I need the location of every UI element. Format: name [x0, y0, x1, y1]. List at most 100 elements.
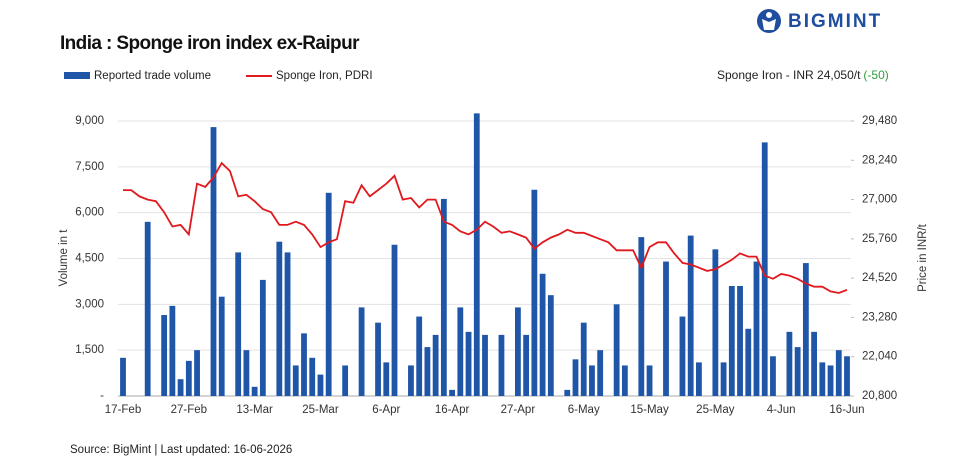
logo-text: BIGMINT	[788, 11, 882, 32]
y-axis-label: Volume in t	[58, 229, 70, 287]
y2-tick-label: 23,280	[862, 311, 897, 323]
logo-icon	[757, 9, 781, 33]
bar	[663, 261, 669, 396]
bar	[786, 331, 793, 396]
bar	[819, 362, 826, 396]
bar	[465, 331, 472, 396]
bar	[482, 334, 488, 396]
bar	[292, 365, 299, 396]
bar	[794, 347, 801, 396]
bar	[276, 241, 283, 396]
bar	[449, 389, 455, 396]
bar	[432, 334, 439, 396]
bar	[802, 263, 809, 396]
y-tick-label: 7,500	[75, 161, 104, 173]
x-tick-label: 16-Apr	[435, 404, 470, 416]
bar	[745, 328, 752, 396]
bar	[580, 322, 587, 396]
bar	[194, 350, 200, 396]
bar	[416, 316, 423, 396]
chart-title: India : Sponge iron index ex-Raipur	[60, 33, 360, 54]
bar	[523, 334, 530, 396]
bar	[259, 279, 266, 396]
bar	[761, 142, 768, 396]
bar	[679, 316, 686, 396]
bar	[185, 360, 192, 396]
x-tick-label: 13-Mar	[236, 404, 273, 416]
y2-tick-label: 24,520	[862, 272, 897, 284]
bar	[243, 350, 250, 396]
x-tick-label: 27-Feb	[171, 404, 207, 416]
bar	[235, 252, 242, 396]
bar	[728, 286, 735, 396]
y2-tick-label: 25,760	[862, 233, 897, 245]
y-tick-label: 1,500	[75, 344, 104, 356]
bar	[811, 331, 817, 396]
y-tick-label: 6,000	[75, 207, 104, 219]
bar	[301, 333, 307, 396]
bar	[120, 357, 126, 396]
bar	[646, 365, 653, 396]
legend-label: Reported trade volume	[94, 70, 211, 82]
bar	[770, 356, 776, 396]
line	[123, 161, 848, 294]
bar	[177, 379, 184, 396]
bar	[408, 365, 414, 396]
x-tick-label: 15-May	[630, 404, 669, 416]
bar	[161, 315, 168, 396]
annotation-text: Sponge Iron - INR 24,050/t	[717, 68, 861, 82]
y-tick-label: -	[100, 390, 104, 402]
bar	[589, 365, 595, 396]
bar	[687, 235, 694, 396]
bar	[375, 322, 381, 396]
bar	[515, 307, 521, 396]
bar	[827, 365, 834, 396]
bar	[564, 389, 571, 396]
bar	[144, 221, 151, 396]
bar	[210, 127, 217, 396]
bar	[712, 249, 719, 396]
logo: BIGMINT	[757, 9, 882, 33]
bar	[572, 359, 579, 396]
y2-tick-label: 27,000	[862, 194, 897, 206]
y2-tick-label: 28,240	[862, 154, 897, 166]
y2-tick-label: 22,040	[862, 351, 897, 363]
y2-tick-label: 29,480	[862, 115, 897, 127]
bar	[325, 192, 332, 396]
bar	[539, 273, 546, 396]
bar	[621, 365, 628, 396]
bar	[473, 113, 480, 396]
bar	[309, 357, 316, 396]
y2-tick-label: 20,800	[862, 390, 897, 402]
x-tick-label: 6-Apr	[372, 404, 400, 416]
bar	[597, 350, 604, 396]
bar	[251, 386, 258, 396]
y-tick-label: 3,000	[75, 298, 104, 310]
x-tick-label: 25-Mar	[302, 404, 339, 416]
x-tick-label: 27-Apr	[501, 404, 536, 416]
bar	[753, 261, 760, 396]
bar	[696, 362, 702, 396]
bar	[737, 286, 743, 396]
y2-axis-label: Price in INR/t	[917, 223, 929, 292]
bar	[358, 307, 365, 396]
bar	[498, 334, 505, 396]
x-tick-label: 16-Jun	[829, 404, 864, 416]
logo-icon-body	[762, 19, 776, 30]
x-tick-label: 4-Jun	[767, 404, 796, 416]
bar	[342, 365, 349, 396]
bar	[638, 237, 645, 396]
bar	[218, 296, 225, 396]
bar	[317, 374, 324, 396]
bar	[383, 362, 390, 396]
annotation: Sponge Iron - INR 24,050/t (-50)	[717, 68, 889, 82]
x-tick-label: 25-May	[696, 404, 735, 416]
bar	[284, 252, 291, 396]
legend-label: Sponge Iron, PDRI	[276, 70, 373, 82]
logo-icon-head	[766, 12, 772, 18]
bar	[169, 305, 176, 396]
y-tick-label: 4,500	[75, 253, 104, 265]
bar	[720, 362, 727, 396]
bar	[457, 307, 464, 396]
